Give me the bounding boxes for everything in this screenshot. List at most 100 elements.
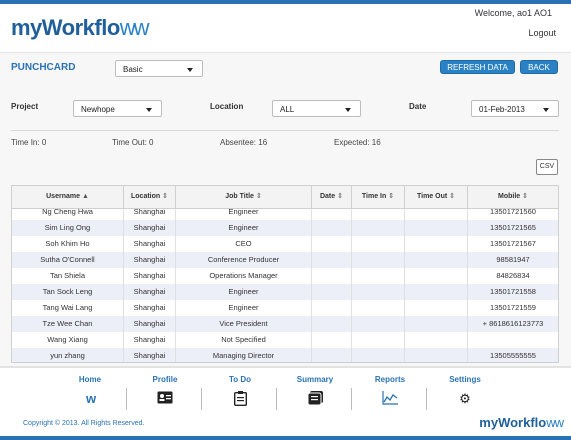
nav-todo[interactable]: To Do — [209, 375, 271, 407]
sort-icon: ⇕ — [522, 193, 528, 200]
clipboard-icon — [209, 391, 271, 407]
sort-icon: ⇕ — [449, 193, 456, 200]
nav-summary[interactable]: Summary — [284, 375, 346, 407]
nav-separator — [126, 388, 127, 410]
expected-stat: Expected: 16 — [334, 138, 381, 147]
time-out-stat: Time Out: 0 — [112, 138, 154, 147]
cell-mobile: + 8618616123773 — [482, 319, 544, 328]
cell-job-title: Managing Director — [176, 348, 312, 362]
cell-date — [312, 204, 352, 220]
cell-time-out — [405, 236, 468, 252]
cell-date — [312, 300, 352, 316]
column-header-job-title[interactable]: Job Title ⇕ — [176, 186, 312, 208]
cell-date — [312, 348, 352, 362]
cell-time-in — [352, 268, 405, 284]
back-button[interactable]: BACK — [520, 60, 558, 74]
cell-location: Shanghai — [124, 332, 176, 348]
cell-time-in — [352, 204, 405, 220]
cell-time-out — [405, 348, 468, 362]
cell-date — [312, 284, 352, 300]
nav-separator — [426, 388, 427, 410]
table-row[interactable]: yun zhang Shanghai Managing Director 135055… — [12, 348, 558, 362]
nav-summary-label: Summary — [296, 375, 334, 384]
nav-reports-label: Reports — [374, 375, 406, 384]
chevron-down-icon — [543, 108, 549, 112]
sort-icon: ⇕ — [388, 193, 395, 200]
summary-icon — [284, 391, 346, 407]
column-header-username[interactable]: Username ▲ — [12, 186, 124, 208]
sort-icon: ⇕ — [337, 193, 343, 200]
gear-icon: ⚙ — [459, 391, 471, 406]
nav-reports[interactable]: Reports — [359, 375, 421, 407]
table-row[interactable]: Ng Cheng Hwa Shanghai Engineer 13501721560 — [12, 204, 558, 220]
cell-username: Sim Ling Ong — [12, 220, 124, 236]
cell-mobile: 98581947 — [496, 255, 530, 264]
filter-divider — [11, 130, 559, 131]
date-select[interactable]: 01-Feb-2013 — [471, 100, 559, 117]
table-row[interactable]: Sim Ling Ong Shanghai Engineer 13501721565 — [12, 220, 558, 236]
view-select[interactable]: Basic — [115, 60, 203, 77]
cell-job-title: Engineer — [176, 204, 312, 220]
table-row[interactable]: Soh Khim Ho Shanghai CEO 13501721567 — [12, 236, 558, 252]
nav-separator — [201, 388, 202, 410]
view-select-value: Basic — [123, 65, 143, 74]
cell-username: Sutha O'Connell — [12, 252, 124, 268]
cell-mobile: 84826834 — [496, 271, 530, 280]
location-select-value: ALL — [280, 105, 295, 114]
cell-job-title: Operations Manager — [176, 268, 312, 284]
project-select[interactable]: Newhope — [73, 100, 162, 117]
nav-profile-label: Profile — [152, 375, 178, 384]
project-select-value: Newhope — [81, 105, 115, 114]
cell-location: Shanghai — [124, 348, 176, 362]
time-in-stat: Time In: 0 — [11, 138, 47, 147]
cell-time-in — [352, 236, 405, 252]
refresh-data-button[interactable]: REFRESH DATA — [440, 60, 515, 74]
cell-username: Tang Wai Lang — [12, 300, 124, 316]
table-row[interactable]: Tze Wee Chan Shanghai Vice President + 8618… — [12, 316, 558, 332]
cell-location: Shanghai — [124, 268, 176, 284]
csv-export-button[interactable]: CSV — [536, 159, 558, 175]
cell-time-out — [405, 204, 468, 220]
logout-link[interactable]: Logout — [528, 28, 556, 38]
cell-location: Shanghai — [124, 220, 176, 236]
punchcard-table: Ng Cheng Hwa Shanghai Engineer 13501721560 S… — [11, 185, 559, 363]
cell-time-in — [352, 348, 405, 362]
nav-settings[interactable]: Settings ⚙ — [434, 375, 496, 407]
workflow-home-icon: w — [85, 391, 96, 406]
cell-mobile: 13501721560 — [490, 207, 536, 216]
cell-time-in — [352, 300, 405, 316]
cell-username: Tan Shiela — [12, 268, 124, 284]
cell-date — [312, 252, 352, 268]
column-header-time-in[interactable]: Time In ⇕ — [352, 186, 405, 208]
table-body: Ng Cheng Hwa Shanghai Engineer 13501721560 S… — [12, 204, 558, 362]
absentee-stat: Absentee: 16 — [220, 138, 268, 147]
cell-time-out — [405, 316, 468, 332]
cell-username: Soh Khim Ho — [12, 236, 124, 252]
column-header-mobile[interactable]: Mobile ⇕ — [498, 193, 528, 200]
column-header-time-out[interactable]: Time Out ⇕ — [405, 186, 468, 208]
app-logo: myWorkfloww — [11, 15, 150, 40]
nav-profile[interactable]: Profile — [134, 375, 196, 407]
column-header-location[interactable]: Location ⇕ — [124, 186, 176, 208]
cell-date — [312, 236, 352, 252]
cell-job-title: Vice President — [176, 316, 312, 332]
profile-card-icon — [134, 391, 196, 407]
cell-date — [312, 268, 352, 284]
table-row[interactable]: Tang Wai Lang Shanghai Engineer 13501721559 — [12, 300, 558, 316]
column-header-date[interactable]: Date ⇕ — [312, 186, 352, 208]
cell-username: Tze Wee Chan — [12, 316, 124, 332]
bottom-accent-bar — [0, 436, 571, 440]
app-header: myWorkfloww Welcome, ao1 AO1 Logout — [0, 4, 571, 52]
table-row[interactable]: Sutha O'Connell Shanghai Conference Produc… — [12, 252, 558, 268]
cell-location: Shanghai — [124, 316, 176, 332]
cell-username: Ng Cheng Hwa — [12, 204, 124, 220]
cell-time-out — [405, 300, 468, 316]
location-select[interactable]: ALL — [272, 100, 361, 117]
welcome-text: Welcome, ao1 AO1 — [474, 8, 552, 18]
nav-home[interactable]: Home w — [59, 375, 121, 407]
table-row[interactable]: Tan Sock Leng Shanghai Engineer 13501721558 — [12, 284, 558, 300]
table-row[interactable]: Tan Shiela Shanghai Operations Manager 8482… — [12, 268, 558, 284]
cell-location: Shanghai — [124, 204, 176, 220]
cell-username: yun zhang — [12, 348, 124, 362]
table-row[interactable]: Wang Xiang Shanghai Not Specified — [12, 332, 558, 348]
